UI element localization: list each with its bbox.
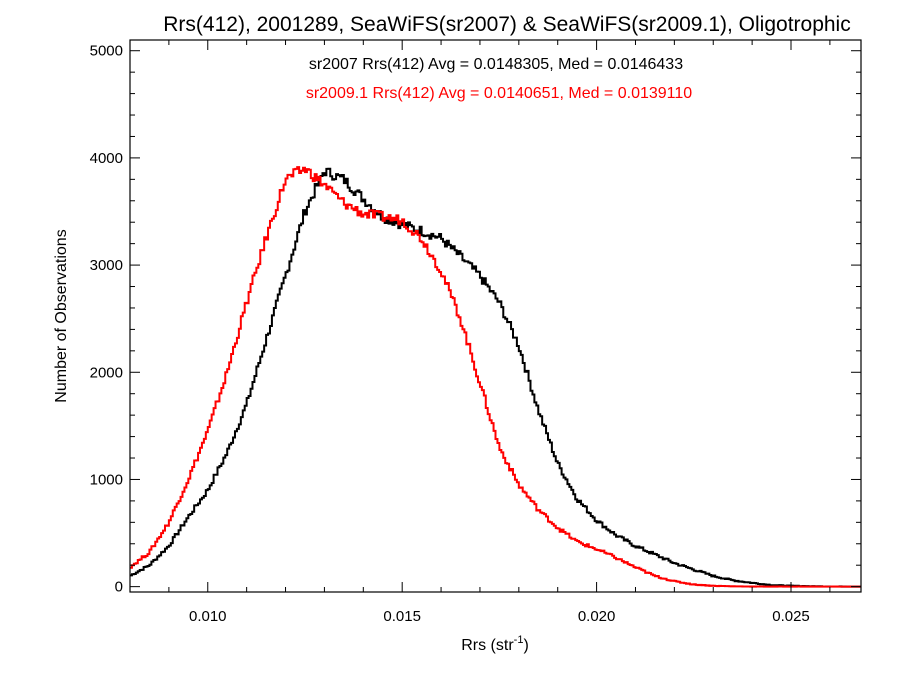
x-tick-label: 0.025	[772, 608, 810, 625]
y-axis-label: Number of Observations	[53, 229, 70, 402]
y-tick-label: 5000	[90, 43, 123, 60]
x-tick-label: 0.015	[383, 608, 421, 625]
series-line-1	[130, 166, 861, 588]
x-axis-label-main: Rrs (str	[461, 637, 514, 654]
x-axis-label-superscript: -1	[514, 634, 524, 646]
annotation-sr2009: sr2009.1 Rrs(412) Avg = 0.0140651, Med =…	[306, 85, 692, 102]
x-axis: 0.010 0.015 0.020 0.025	[129, 40, 831, 625]
y-tick-label: 3000	[90, 257, 123, 274]
x-tick-label: 0.010	[189, 608, 227, 625]
annotation-sr2007: sr2007 Rrs(412) Avg = 0.0148305, Med = 0…	[309, 56, 683, 73]
y-tick-label: 1000	[90, 471, 123, 488]
x-tick-label: 0.020	[578, 608, 616, 625]
y-tick-label: 4000	[90, 150, 123, 167]
series-line-0	[130, 167, 861, 588]
x-axis-label-end: )	[523, 637, 528, 654]
x-axis-label: Rrs (str-1)	[461, 634, 529, 654]
plot-frame	[129, 39, 862, 593]
y-axis: 0 1000 2000 3000 4000 5000	[90, 43, 861, 596]
y-tick-label: 2000	[90, 364, 123, 381]
series-layer	[130, 166, 861, 588]
y-tick-label: 0	[115, 579, 123, 596]
chart-title: Rrs(412), 2001289, SeaWiFS(sr2007) & Sea…	[163, 13, 850, 36]
